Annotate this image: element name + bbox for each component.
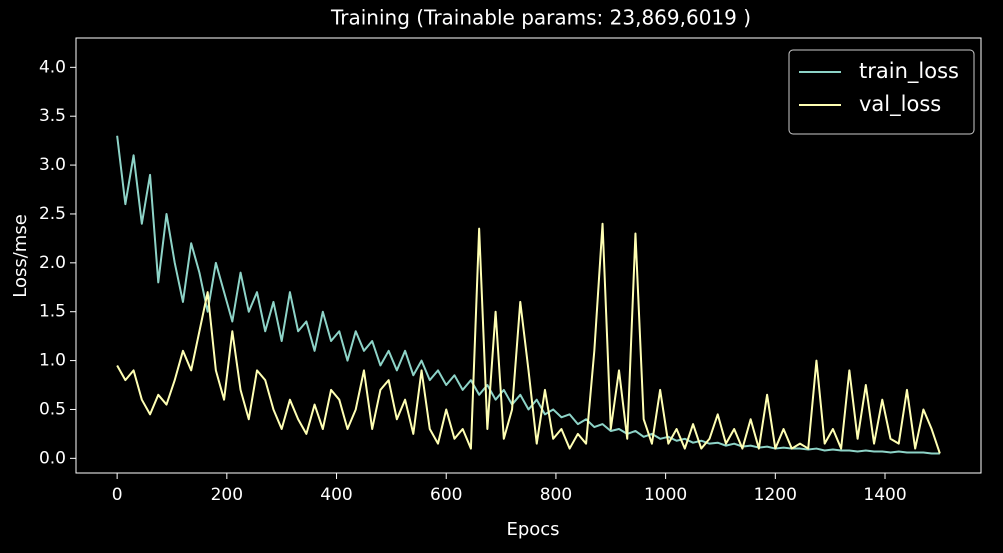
x-axis-label: Epocs bbox=[506, 519, 559, 540]
chart-title: Training (Trainable params: 23,869,6019 … bbox=[330, 6, 751, 30]
x-tick-label: 1400 bbox=[863, 485, 906, 505]
x-tick-label: 1000 bbox=[644, 485, 687, 505]
x-tick-label: 800 bbox=[540, 485, 572, 505]
series-line bbox=[116, 135, 940, 455]
y-tick-label: 0.5 bbox=[39, 399, 66, 419]
legend: train_loss val_loss bbox=[788, 49, 975, 135]
y-tick-label: 1.0 bbox=[39, 351, 66, 371]
plot-frame bbox=[75, 37, 982, 474]
x-tick-label: 0 bbox=[112, 485, 123, 505]
y-tick-label: 4.0 bbox=[39, 57, 66, 77]
legend-label: train_loss bbox=[859, 59, 959, 84]
series-line bbox=[116, 222, 941, 454]
legend-label: val_loss bbox=[859, 92, 941, 117]
x-tick-label: 400 bbox=[320, 485, 352, 505]
y-tick-label: 3.5 bbox=[39, 106, 66, 126]
y-tick-label: 1.5 bbox=[39, 302, 66, 322]
y-tick-label: 3.0 bbox=[39, 155, 66, 175]
y-tick-label: 0.0 bbox=[39, 448, 66, 468]
y-tick-label: 2.5 bbox=[39, 204, 66, 224]
x-tick-label: 600 bbox=[430, 485, 462, 505]
x-tick-label: 200 bbox=[211, 485, 243, 505]
x-tick-label: 1200 bbox=[754, 485, 797, 505]
y-tick-label: 2.0 bbox=[39, 253, 66, 273]
y-axis-label: Loss/mse bbox=[10, 214, 31, 298]
